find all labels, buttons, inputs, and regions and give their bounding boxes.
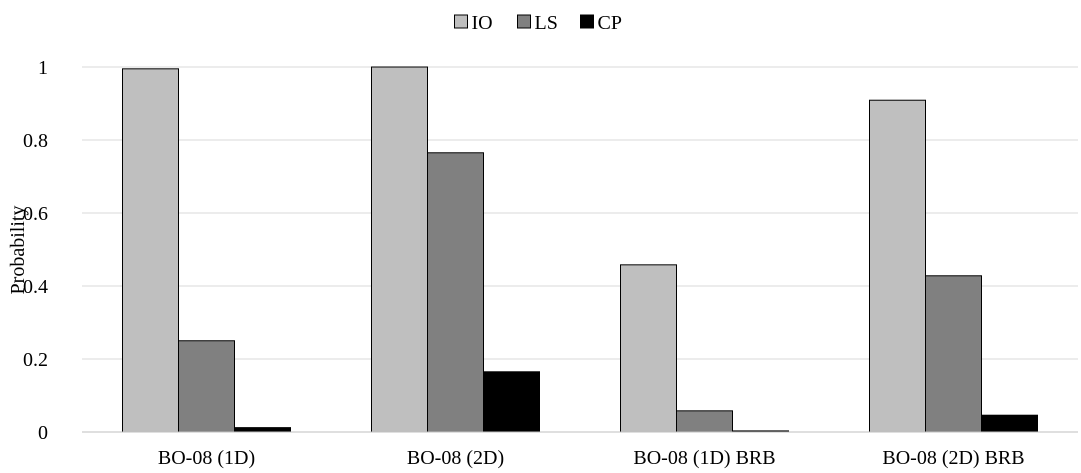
legend-label-ls: LS — [535, 12, 558, 34]
bar-cp — [235, 428, 291, 432]
y-tick-label: 0 — [38, 422, 48, 444]
bar-io — [372, 67, 428, 432]
bars — [123, 67, 1038, 432]
bar-ls — [926, 276, 982, 432]
bar-cp — [484, 372, 540, 432]
y-tick-label: 0.4 — [23, 276, 48, 298]
y-tick-label: 0.2 — [23, 349, 48, 371]
y-tick-label: 1 — [38, 57, 48, 79]
legend-label-cp: CP — [598, 12, 622, 34]
legend-swatch-io — [455, 15, 468, 28]
y-tick-label: 0.8 — [23, 130, 48, 152]
bar-io — [123, 69, 179, 432]
x-axis-labels: BO-08 (1D) BO-08 (2D) BO-08 (1D) BRB BO-08 … — [158, 447, 1025, 469]
x-tick-label: BO-08 (2D) — [407, 447, 504, 469]
legend-swatch-cp — [581, 15, 594, 28]
x-tick-label: BO-08 (1D) BRB — [633, 447, 775, 469]
x-tick-label: BO-08 (1D) — [158, 447, 255, 469]
legend: IO LS CP — [455, 12, 622, 34]
bar-cp — [982, 415, 1038, 432]
y-tick-label: 0.6 — [23, 203, 48, 225]
legend-label-io: IO — [472, 12, 493, 34]
legend-swatch-ls — [518, 15, 531, 28]
bar-ls — [428, 153, 484, 432]
bar-io — [621, 265, 677, 432]
x-tick-label: BO-08 (2D) BRB — [882, 447, 1024, 469]
bar-ls — [179, 341, 235, 432]
bar-ls — [677, 411, 733, 432]
bar-io — [870, 100, 926, 432]
